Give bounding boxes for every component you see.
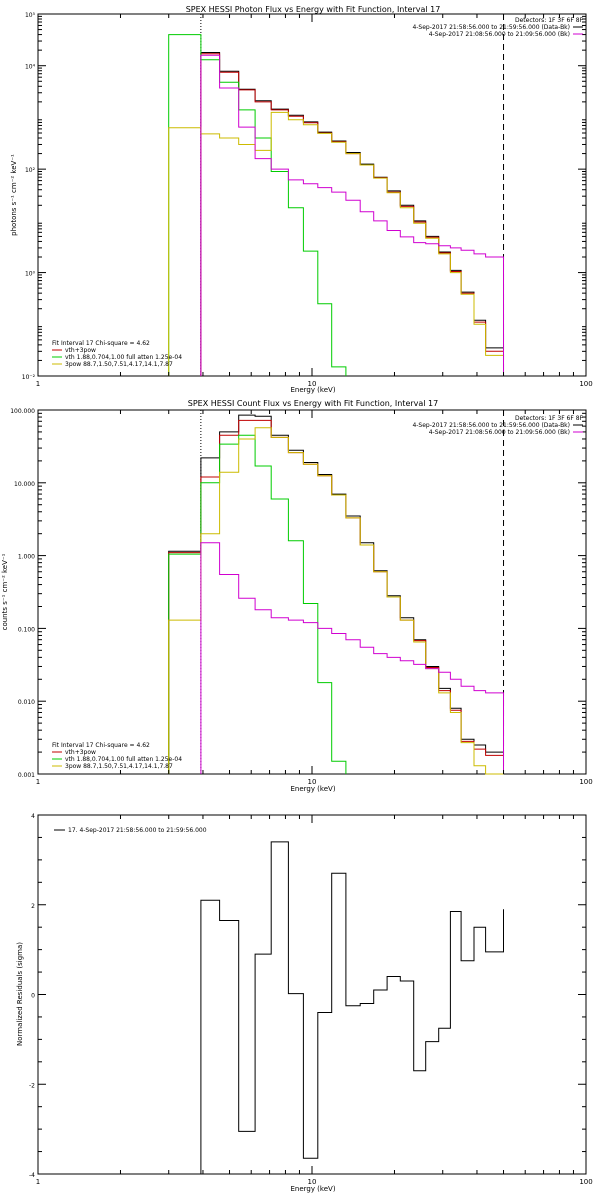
residuals-x-tick-label: 100 [579,1178,592,1186]
photon-legend-entry: vth 1.88,0.704,1.00 full atten 1.25e-04 [65,354,182,361]
residuals-y-tick-label: -2 [29,1082,35,1089]
photon-series-3pow [168,111,504,376]
photon-series-vth [168,34,347,376]
count-y-tick-label: 1.000 [18,554,35,561]
photon-legend-entry: 4-Sep-2017 21:58:56.000 to 21:59:56.000 … [412,24,570,31]
residuals-legend-entry: 17. 4-Sep-2017 21:58:56.000 to 21:59:56.… [68,827,207,834]
count-flux-panel: SPEX HESSI Count Flux vs Energy with Fit… [1,399,593,793]
count-legend-entry: Detectors: 1F 3F 6F 8F [515,415,584,422]
count-legend-entry: vth 1.88,0.704,1.00 full atten 1.25e-04 [65,756,182,763]
photon-x-tick-label: 1 [36,380,40,388]
count-series-bk [200,542,504,774]
count-legend-entry: 4-Sep-2017 21:08:56.000 to 21:09:56.000 … [429,429,570,436]
photon-legend-entry: vth+3pow [65,347,96,354]
count-legend-entry: Fit Interval 17 Chi-square = 4.62 [52,742,150,749]
photon-y-axis-label: photons s⁻¹ cm⁻² keV⁻¹ [10,154,18,236]
photon-legend-layer: Detectors: 1F 3F 6F 8F4-Sep-2017 21:58:5… [52,17,584,368]
residuals-panel: 1 10 100 -4 -2 0 2 4 17. 4-Sep-2017 21:58:56.00… [16,813,593,1193]
photon-flux-panel: SPEX HESSI Photon Flux vs Energy with Fi… [10,5,593,394]
count-series-vth-3pow [168,419,504,774]
residuals-x-tick-label: 1 [36,1178,40,1186]
photon-x-tick-label: 100 [579,380,592,388]
count-y-tick-label: 10.000 [14,481,35,488]
count-x-tick-label: 1 [36,778,40,786]
residuals-x-tick-label: 10 [308,1178,317,1186]
photon-x-tick-label: 10 [308,380,317,388]
count-legend-entry: 3pow 88.7,1.50,7.51,4.17,14.1,7.87 [65,763,173,770]
photon-y-tick-label: 10⁻² [22,374,36,381]
photon-x-axis-label: Energy (keV) [290,386,335,394]
count-axis-layer: 1 10 100 0.001 0.010 0.100 1.000 10.000 100.000 [10,408,593,786]
residuals-y-tick-label: -4 [29,1172,35,1179]
count-legend-entry: 4-Sep-2017 21:58:56.000 to 21:59:56.000 … [412,422,570,429]
count-y-tick-label: 100.000 [10,408,35,415]
photon-legend-entry: 4-Sep-2017 21:08:56.000 to 21:09:56.000 … [429,31,570,38]
residuals-y-tick-label: 4 [31,813,35,820]
photon-series-bk [200,54,504,376]
residuals-x-axis-label: Energy (keV) [290,1185,335,1193]
photon-legend-entry: Fit Interval 17 Chi-square = 4.62 [52,340,150,347]
count-series-vth [168,434,347,774]
residuals-series-17-4-sep-2017-21-58-56-000-to-21-59-56-000 [200,841,504,1174]
count-legend-layer: Detectors: 1F 3F 6F 8F4-Sep-2017 21:58:5… [52,415,584,770]
photon-legend-entry: 3pow 88.7,1.50,7.51,4.17,14.1,7.87 [65,361,173,368]
count-y-tick-label: 0.100 [18,626,35,633]
count-y-tick-label: 0.010 [18,699,35,706]
residuals-y-axis-label: Normalized Residuals (sigma) [16,942,24,1046]
residuals-y-tick-label: 0 [31,993,35,1000]
residuals-plot-frame [37,814,587,1175]
photon-axis-layer: 1 10 100 10⁻² 10⁰ 10² 10⁴ 10⁵ [22,12,593,388]
count-series-layer [168,410,505,775]
count-chart-title: SPEX HESSI Count Flux vs Energy with Fit… [188,399,439,408]
count-legend-entry: vth+3pow [65,749,96,756]
photon-y-tick-label: 10⁴ [25,64,36,71]
photon-y-tick-label: 10² [25,167,36,174]
residuals-axis-layer: 1 10 100 -4 -2 0 2 4 [29,813,593,1186]
residuals-legend-layer: 17. 4-Sep-2017 21:58:56.000 to 21:59:56.… [54,827,207,834]
photon-series-data-bk [200,52,504,376]
photon-series-vth-3pow [200,53,504,376]
count-series-data-bk [168,414,504,774]
count-x-tick-label: 10 [308,778,317,786]
photon-series-layer [168,14,505,376]
residuals-series-layer [200,841,504,1174]
count-y-tick-label: 0.001 [18,772,35,779]
residuals-y-tick-label: 2 [31,903,35,910]
photon-legend-entry: Detectors: 1F 3F 6F 8F [515,17,584,24]
count-series-3pow [168,427,504,775]
photon-y-tick-label: 10⁵ [25,12,36,19]
photon-chart-title: SPEX HESSI Photon Flux vs Energy with Fi… [186,5,441,14]
count-x-axis-label: Energy (keV) [290,785,335,793]
photon-y-tick-label: 10⁰ [25,271,36,278]
count-x-tick-label: 100 [579,778,592,786]
count-y-axis-label: counts s⁻¹ cm⁻² keV⁻¹ [1,553,9,630]
